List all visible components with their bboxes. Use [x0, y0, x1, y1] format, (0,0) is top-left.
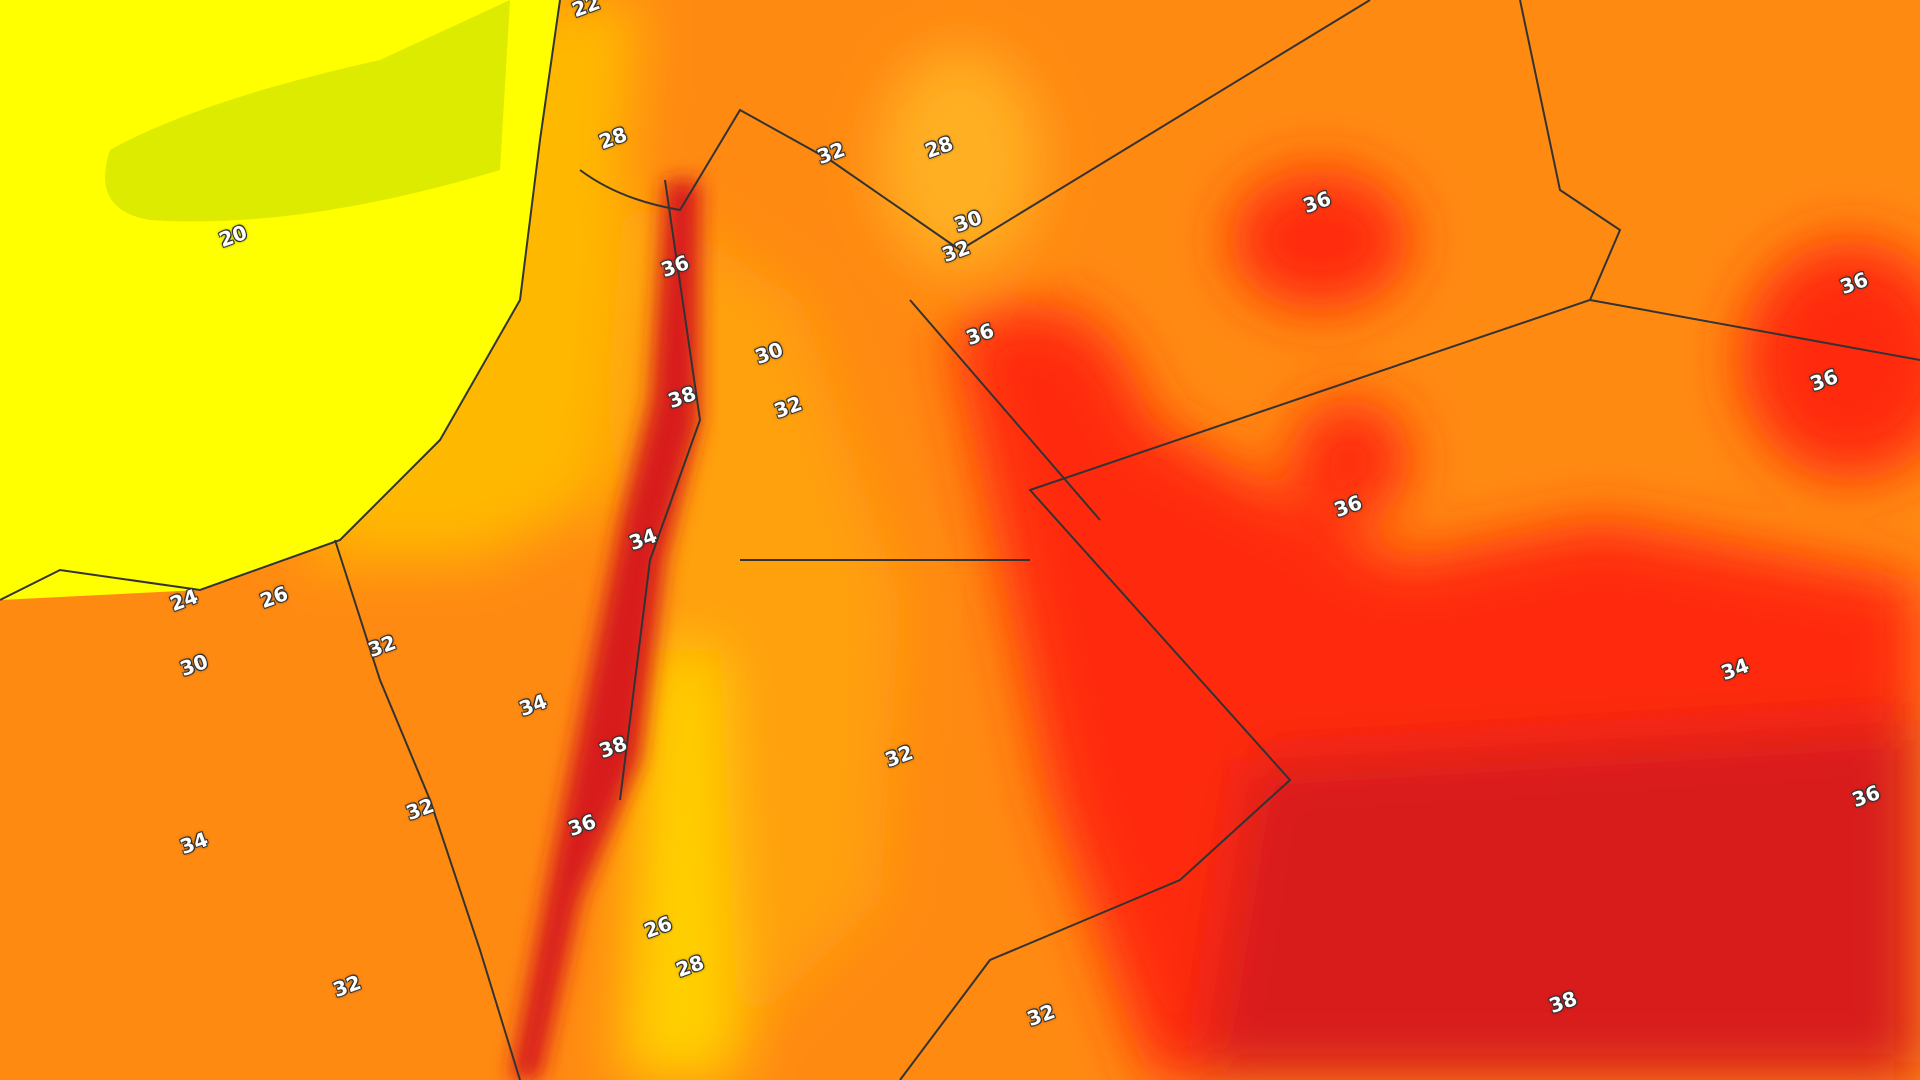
rift-valley-hot [510, 180, 700, 1080]
hot-cell-ne [1230, 170, 1410, 310]
sea-cool-patch [105, 0, 510, 222]
country-borders [334, 0, 1920, 1080]
hot-cell-e [1740, 240, 1920, 480]
hottest-region-south-east [1200, 720, 1920, 1080]
cool-valley [620, 650, 740, 1080]
coastline [0, 0, 561, 601]
hot-cell-mid [1290, 400, 1410, 520]
cool-hill [880, 50, 1040, 270]
